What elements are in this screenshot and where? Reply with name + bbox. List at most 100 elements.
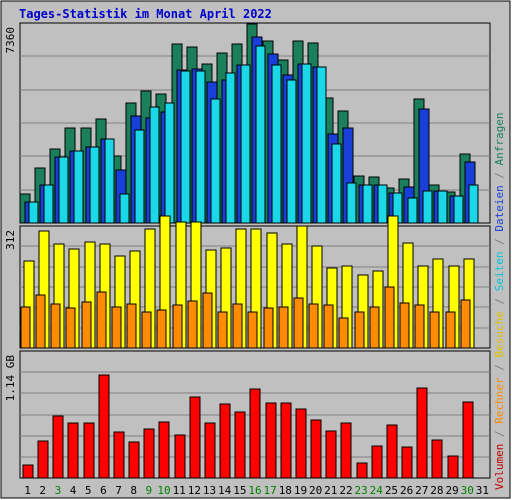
x-tick-label: 20 [309, 484, 322, 497]
bar-volumen-day-5 [83, 422, 95, 479]
x-tick-label: 10 [157, 484, 170, 497]
bar-rechner-day-26 [399, 302, 410, 349]
x-tick-label: 25 [385, 484, 398, 497]
bar-volumen-day-11 [174, 434, 186, 479]
legend-entry: / [493, 232, 506, 252]
bar-rechner-day-24 [369, 306, 380, 349]
bar-rechner-day-4 [65, 307, 76, 349]
bar-rechner-day-12 [187, 300, 198, 349]
bar-seiten-day-19 [301, 63, 312, 224]
bar-seiten-day-10 [164, 102, 175, 224]
bar-seiten-day-22 [346, 182, 357, 224]
bar-volumen-day-30 [462, 401, 474, 479]
legend-entry: Rechner [493, 377, 506, 424]
bar-rechner-day-25 [384, 286, 395, 349]
bar-rechner-day-18 [278, 306, 289, 349]
legend-entry: / [493, 165, 506, 185]
bar-rechner-day-5 [81, 301, 92, 349]
bar-seiten-day-26 [407, 197, 418, 224]
bar-volumen-day-3 [52, 415, 64, 479]
bar-seiten-day-12 [195, 70, 206, 224]
bar-rechner-day-23 [354, 311, 365, 349]
bar-seiten-day-6 [104, 138, 115, 224]
bar-seiten-day-18 [286, 79, 297, 224]
bar-volumen-day-16 [249, 388, 261, 479]
bar-seiten-day-5 [89, 146, 100, 224]
bar-volumen-day-15 [234, 411, 246, 479]
bar-rechner-day-14 [217, 311, 228, 349]
bar-volumen-day-10 [158, 421, 170, 479]
x-tick-label: 24 [370, 484, 384, 497]
bar-rechner-day-15 [232, 303, 243, 349]
bar-rechner-day-16 [247, 311, 258, 349]
bar-seiten-day-3 [58, 156, 69, 224]
bar-volumen-day-6 [98, 374, 110, 479]
bar-volumen-day-24 [371, 445, 383, 479]
legend-entry: / [493, 291, 506, 311]
bar-rechner-day-1 [20, 306, 31, 349]
bar-rechner-day-7 [111, 306, 122, 349]
x-tick-label: 4 [70, 484, 77, 497]
x-tick-label: 18 [279, 484, 292, 497]
x-tick-label: 28 [430, 484, 443, 497]
x-axis-day-labels: 1 2 3 4 5 6 7 8 9 10 11 12 13 14 15 16 17 18 19 20 21 22 23 24 2… [24, 484, 489, 497]
bar-volumen-day-8 [128, 441, 140, 479]
x-tick-label: 29 [445, 484, 458, 497]
bar-seiten-day-7 [119, 193, 130, 224]
legend-entry: Besuche [493, 311, 506, 357]
y-max-label-middle: 312 [4, 230, 17, 250]
legend-entry: Seiten [493, 252, 506, 292]
bar-seiten-day-20 [316, 66, 327, 224]
chart-title: Tages-Statistik im Monat April 2022 [19, 7, 272, 21]
x-tick-label: 7 [115, 484, 122, 497]
bar-volumen-day-22 [340, 422, 352, 479]
bar-rechner-day-6 [96, 291, 107, 349]
bar-volumen-day-17 [265, 402, 277, 479]
bar-volumen-day-9 [143, 428, 155, 479]
x-tick-label: 26 [400, 484, 413, 497]
legend-entry: / [493, 424, 506, 444]
legend-entry: Anfragen [493, 112, 506, 165]
x-tick-label: 19 [294, 484, 307, 497]
bar-volumen-day-26 [401, 446, 413, 479]
panel-volume [19, 350, 491, 479]
bar-volumen-day-13 [204, 422, 216, 479]
x-tick-label: 3 [55, 484, 62, 497]
bar-seiten-day-27 [422, 190, 433, 224]
x-tick-label: 15 [233, 484, 246, 497]
x-tick-label: 6 [100, 484, 107, 497]
bar-rechner-day-28 [429, 311, 440, 349]
x-tick-label: 2 [39, 484, 46, 497]
legend-entry: Volumen [493, 444, 506, 490]
x-tick-label: 23 [355, 484, 368, 497]
x-tick-label: 31 [476, 484, 489, 497]
bar-seiten-day-4 [73, 150, 84, 224]
bar-volumen-day-1 [22, 464, 34, 479]
bar-volumen-day-14 [219, 403, 231, 479]
bar-rechner-day-13 [202, 292, 213, 349]
bar-volumen-day-2 [37, 440, 49, 479]
bar-volumen-day-27 [416, 387, 428, 479]
series-legend: Volumen / Rechner / Besuche / Seiten / D… [493, 112, 506, 490]
bar-seiten-day-8 [134, 129, 145, 224]
y-max-label-bottom: 1.14 GB [4, 355, 17, 402]
bar-rechner-day-3 [50, 303, 61, 349]
bar-volumen-day-29 [447, 455, 459, 479]
bar-seiten-day-29 [453, 195, 464, 224]
bar-seiten-day-30 [468, 184, 479, 224]
bar-seiten-day-16 [255, 45, 266, 224]
bar-seiten-day-14 [225, 72, 236, 224]
bar-seiten-day-23 [362, 184, 373, 224]
bar-volumen-day-20 [310, 419, 322, 479]
y-max-label-top: 7360 [4, 27, 17, 54]
bar-volumen-day-23 [356, 462, 368, 479]
bar-volumen-day-28 [431, 439, 443, 479]
x-tick-label: 30 [461, 484, 474, 497]
bar-rechner-day-27 [414, 304, 425, 349]
bar-rechner-day-2 [35, 294, 46, 349]
bar-rechner-day-20 [308, 303, 319, 349]
x-tick-label: 5 [85, 484, 92, 497]
bar-volumen-day-21 [325, 430, 337, 479]
legend-entry: / [493, 358, 506, 378]
bar-seiten-day-11 [180, 70, 191, 224]
